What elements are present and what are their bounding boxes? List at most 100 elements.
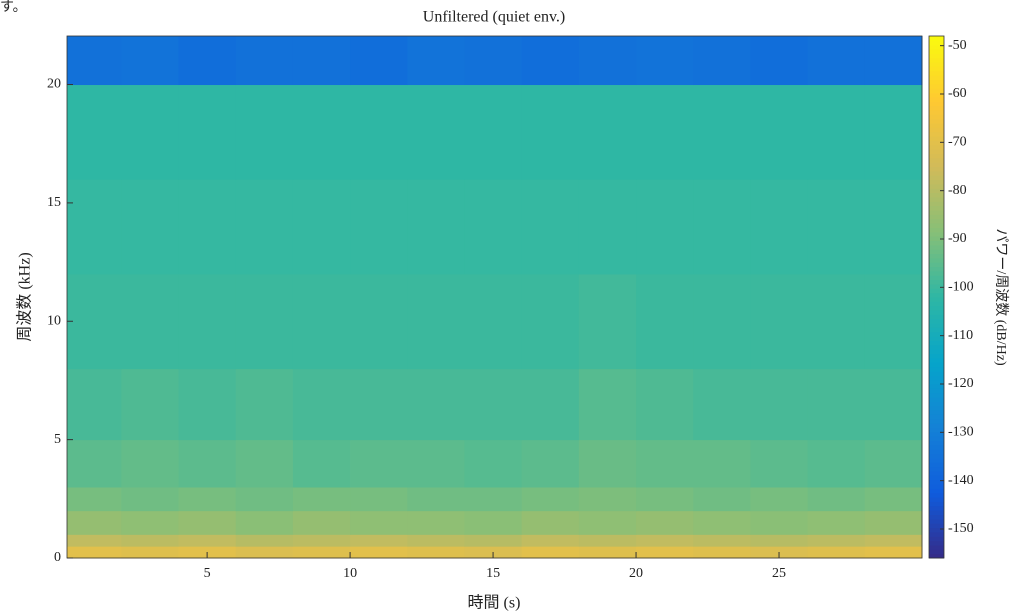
colorbar-tick-label: -130 [948, 425, 974, 440]
cell [292, 36, 351, 86]
cell [807, 534, 866, 547]
cell [67, 546, 122, 559]
colorbar-segment [929, 492, 944, 498]
colorbar-segment [929, 127, 944, 133]
cell [407, 534, 465, 547]
cell [578, 439, 637, 488]
colorbar-segment [929, 444, 944, 450]
cell [693, 486, 751, 512]
cell [407, 486, 465, 512]
cell [67, 439, 122, 488]
chart-title: Unfiltered (quiet env.) [423, 9, 565, 26]
colorbar-segment [929, 436, 944, 442]
y-tick-label: 20 [47, 77, 61, 92]
colorbar-segment [929, 497, 944, 502]
colorbar-segment [929, 501, 944, 507]
cell [864, 368, 923, 441]
cell [235, 534, 294, 547]
colorbar-segment [929, 318, 944, 324]
colorbar-segment [929, 536, 944, 542]
x-tick-label: 20 [629, 566, 643, 581]
cell [67, 486, 122, 512]
colorbar-segment [929, 488, 944, 494]
y-axis-label: 周波数 (kHz) [16, 252, 34, 341]
cell [67, 534, 122, 547]
colorbar-segment [929, 440, 944, 446]
cell [292, 534, 351, 547]
cell [178, 179, 237, 275]
colorbar-segment [929, 305, 944, 311]
colorbar-tick-label: -110 [948, 328, 973, 343]
colorbar-tick-label: -150 [948, 521, 974, 536]
cell [292, 546, 351, 559]
cell [464, 534, 523, 547]
cell [693, 368, 751, 441]
cell [636, 368, 694, 441]
colorbar-segment [929, 323, 944, 328]
cell [693, 510, 751, 535]
x-axis-label: 時間 (s) [468, 594, 521, 612]
colorbar-segment [929, 553, 944, 559]
colorbar-segment [929, 136, 944, 141]
colorbar-segment [929, 466, 944, 472]
colorbar-segment [929, 75, 944, 80]
colorbar-segment [929, 53, 944, 59]
colorbar-segment [929, 57, 944, 63]
cell [292, 84, 351, 180]
colorbar-segment [929, 236, 944, 241]
colorbar-segment [929, 375, 944, 381]
cell [350, 36, 408, 86]
colorbar-segment [929, 149, 944, 154]
colorbar-frame [928, 35, 945, 559]
cell [864, 273, 923, 370]
colorbar-segment [929, 353, 944, 359]
colorbar-segment [929, 423, 944, 428]
colorbar-segment [929, 118, 944, 124]
colorbar-segment [929, 457, 944, 463]
colorbar-segment [929, 227, 944, 233]
colorbar-segment [929, 166, 944, 172]
colorbar-segment [929, 179, 944, 185]
cell [750, 534, 809, 547]
colorbar-tick-label: -70 [948, 135, 967, 150]
colorbar-segment [929, 453, 944, 459]
cell [636, 273, 694, 370]
cell [636, 36, 694, 86]
colorbar-tick-label: -140 [948, 473, 974, 488]
cell [521, 510, 580, 535]
colorbar-segment [929, 518, 944, 524]
colorbar-segment [929, 157, 944, 163]
colorbar-segment [929, 462, 944, 468]
colorbar-segment [929, 418, 944, 424]
cell [693, 534, 751, 547]
colorbar-segment [929, 214, 944, 220]
colorbar-segment [929, 275, 944, 281]
colorbar-segment [929, 370, 944, 376]
x-tick-label: 25 [772, 566, 786, 581]
cell [67, 36, 122, 86]
colorbar-tick-label: -100 [948, 280, 974, 295]
cell [464, 273, 523, 370]
cell [807, 486, 866, 512]
cell [235, 510, 294, 535]
cell [178, 534, 237, 547]
cell [578, 36, 637, 86]
colorbar-segment [929, 40, 944, 46]
colorbar-segment [929, 36, 944, 41]
cell [464, 84, 523, 180]
colorbar-segment [929, 301, 944, 307]
cell [121, 510, 180, 535]
cell [864, 36, 923, 86]
colorbar-segment [929, 479, 944, 485]
colorbar-segment [929, 162, 944, 167]
cell [235, 546, 294, 559]
cell [464, 179, 523, 275]
colorbar-segment [929, 297, 944, 302]
colorbar-segment [929, 131, 944, 137]
colorbar-segment [929, 514, 944, 520]
cell [292, 368, 351, 441]
cell [292, 510, 351, 535]
colorbar-segment [929, 223, 944, 228]
y-tick-label: 5 [54, 432, 61, 447]
cell [693, 546, 751, 559]
